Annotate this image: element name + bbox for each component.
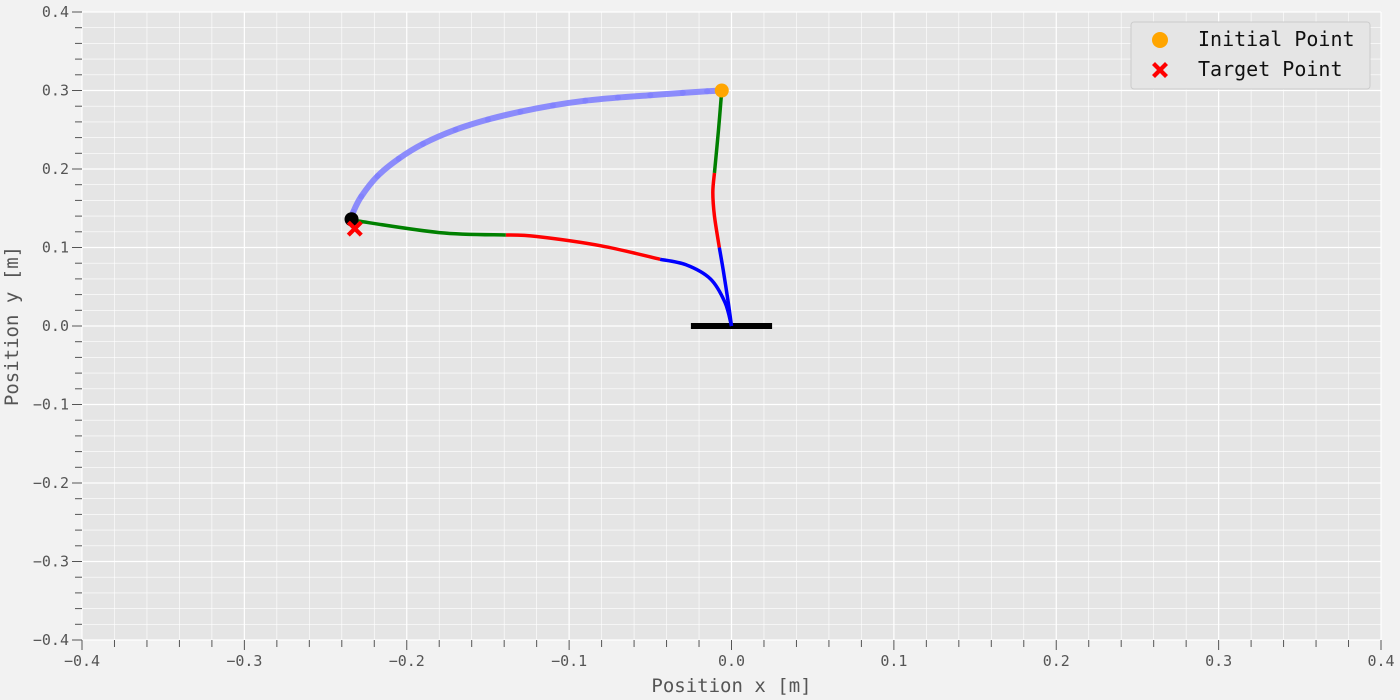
x-tick-label: −0.1 — [551, 652, 587, 670]
x-tick-label: −0.4 — [64, 652, 100, 670]
trajectory-line — [348, 87, 725, 222]
y-tick-label: 0.2 — [42, 160, 69, 178]
legend-marker-initial-point — [1152, 32, 1168, 48]
trajectory-point — [582, 97, 589, 104]
trajectory-point — [484, 116, 491, 123]
y-tick-label: 0.3 — [42, 82, 69, 100]
trajectory-point — [614, 94, 621, 101]
x-tick-label: 0.1 — [880, 652, 907, 670]
arm-initial-segment-2 — [711, 172, 722, 248]
target-point-marker — [346, 220, 363, 237]
trajectory-point — [374, 173, 381, 180]
arm-final-segment-2 — [505, 233, 661, 261]
trajectory-point — [419, 140, 426, 147]
x-tick-label: 0.0 — [718, 652, 745, 670]
y-tick-label: 0.0 — [42, 317, 69, 335]
x-axis-label: Position x [m] — [651, 675, 811, 697]
x-tick-label: −0.2 — [389, 652, 425, 670]
legend-marker-target-point — [1152, 62, 1168, 78]
y-tick-label: −0.1 — [33, 396, 69, 414]
trajectory-point — [704, 88, 711, 95]
y-tick-label: −0.2 — [33, 474, 69, 492]
y-tick-label: 0.1 — [42, 239, 69, 257]
y-tick-label: 0.4 — [42, 3, 69, 21]
y-axis-label: Position y [m] — [1, 246, 23, 406]
y-tick-label: −0.3 — [33, 553, 69, 571]
y-tick-label: −0.4 — [33, 631, 69, 649]
x-tick-label: 0.2 — [1043, 652, 1070, 670]
legend-label-target-point: Target Point — [1198, 57, 1343, 81]
trajectory-point — [549, 102, 556, 109]
legend: Initial Point Target Point — [1130, 21, 1371, 90]
x-tick-label: 0.3 — [1205, 652, 1232, 670]
arm-final-segment-1 — [659, 257, 734, 327]
x-tick-label: −0.3 — [226, 652, 262, 670]
trajectory-point — [647, 92, 654, 99]
trajectory-point — [358, 193, 365, 200]
legend-box — [1130, 21, 1371, 90]
axis-ticks: −0.4 −0.3 −0.2 −0.1 0.0 0.1 0.2 0.3 0.4 −0.4 −0.3 −… — [33, 3, 1395, 670]
data-layer — [344, 83, 773, 329]
x-tick-label: 0.4 — [1367, 652, 1394, 670]
trajectory-point — [395, 155, 402, 162]
trajectory-point — [517, 108, 524, 115]
legend-label-initial-point: Initial Point — [1198, 27, 1355, 51]
trajectory-point — [452, 126, 459, 133]
arm-final-segment-3 — [351, 218, 506, 237]
initial-point-marker — [714, 83, 729, 98]
trajectory-point — [679, 89, 686, 96]
grid — [81, 11, 1382, 641]
arm-initial-segment-3 — [712, 90, 724, 174]
